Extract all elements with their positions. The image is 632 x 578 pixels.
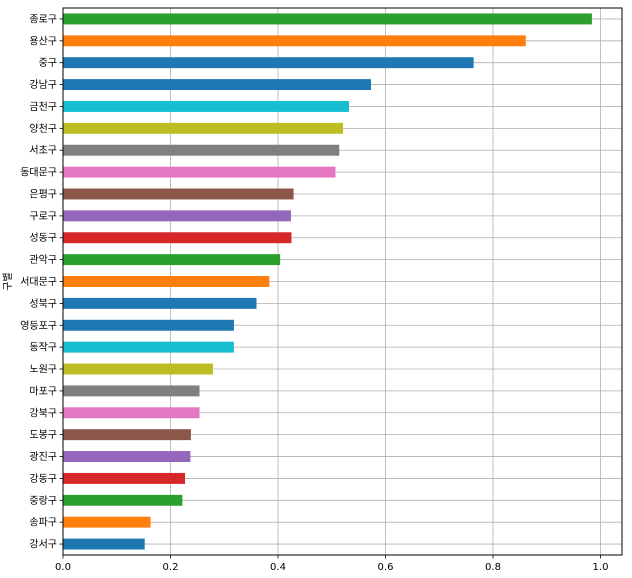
y-tick-label: 종로구	[29, 13, 57, 25]
x-tick-label: 0.4	[270, 562, 286, 573]
bars-group	[63, 13, 592, 550]
y-tick-label: 서대문구	[20, 276, 57, 288]
x-tick-label: 0.2	[163, 562, 179, 573]
y-tick-label: 관악구	[29, 254, 57, 266]
bar-동대문구	[63, 166, 336, 178]
y-tick-label: 노원구	[29, 364, 57, 376]
bar-도봉구	[63, 429, 191, 441]
x-tick-label: 0.8	[485, 562, 501, 573]
bar-강동구	[63, 472, 186, 484]
y-tick-label: 강북구	[29, 407, 57, 419]
y-tick-label: 동대문구	[20, 167, 57, 179]
bar-마포구	[63, 385, 200, 397]
y-axis-label: 구별	[2, 272, 14, 290]
bar-성북구	[63, 297, 257, 309]
y-tick-label: 용산구	[29, 35, 57, 47]
bar-중랑구	[63, 494, 183, 506]
y-tick-label: 강서구	[29, 539, 57, 551]
bar-종로구	[63, 13, 592, 25]
y-tick-label: 강동구	[29, 473, 57, 485]
x-tick-label: 0.6	[378, 562, 394, 573]
y-tick-label: 서초구	[29, 145, 57, 157]
bar-광진구	[63, 451, 191, 463]
y-tick-label: 양천구	[29, 123, 57, 135]
bar-서초구	[63, 144, 340, 156]
y-tick-label: 구로구	[29, 211, 57, 222]
bar-강남구	[63, 79, 371, 91]
bar-동작구	[63, 341, 234, 353]
x-tick-label: 1.0	[593, 562, 609, 573]
y-tick-label: 성북구	[29, 298, 57, 310]
bar-성동구	[63, 232, 292, 244]
x-tick-label: 0.0	[55, 562, 71, 573]
bar-구로구	[63, 210, 291, 222]
bar-강북구	[63, 407, 200, 419]
bar-노원구	[63, 363, 213, 375]
y-tick-label: 중랑구	[29, 495, 57, 507]
bar-양천구	[63, 122, 344, 134]
y-tick-label: 마포구	[29, 385, 57, 397]
bar-금천구	[63, 100, 349, 112]
y-tick-label: 동작구	[29, 342, 57, 354]
y-tick-label: 도봉구	[29, 429, 57, 441]
y-tick-labels: 종로구용산구중구강남구금천구양천구서초구동대문구은평구구로구성동구관악구서대문구…	[20, 13, 63, 551]
y-tick-label: 영등포구	[20, 320, 57, 332]
y-tick-label: 금천구	[29, 101, 57, 113]
bar-용산구	[63, 35, 526, 47]
bar-은평구	[63, 188, 294, 200]
y-tick-label: 광진구	[29, 451, 57, 463]
y-tick-label: 강남구	[29, 79, 57, 91]
y-tick-label: 은평구	[29, 188, 57, 200]
y-tick-label: 성동구	[29, 232, 57, 244]
bar-서대문구	[63, 276, 270, 287]
y-tick-label: 중구	[39, 57, 57, 69]
y-tick-label: 송파구	[29, 517, 57, 529]
bar-중구	[63, 57, 474, 69]
x-tick-labels: 0.0 0.2 0.4 0.6 0.8 1.0	[55, 555, 608, 573]
bar-영등포구	[63, 319, 234, 331]
bar-관악구	[63, 254, 281, 266]
bar-강서구	[63, 538, 145, 550]
bar-송파구	[63, 516, 151, 528]
